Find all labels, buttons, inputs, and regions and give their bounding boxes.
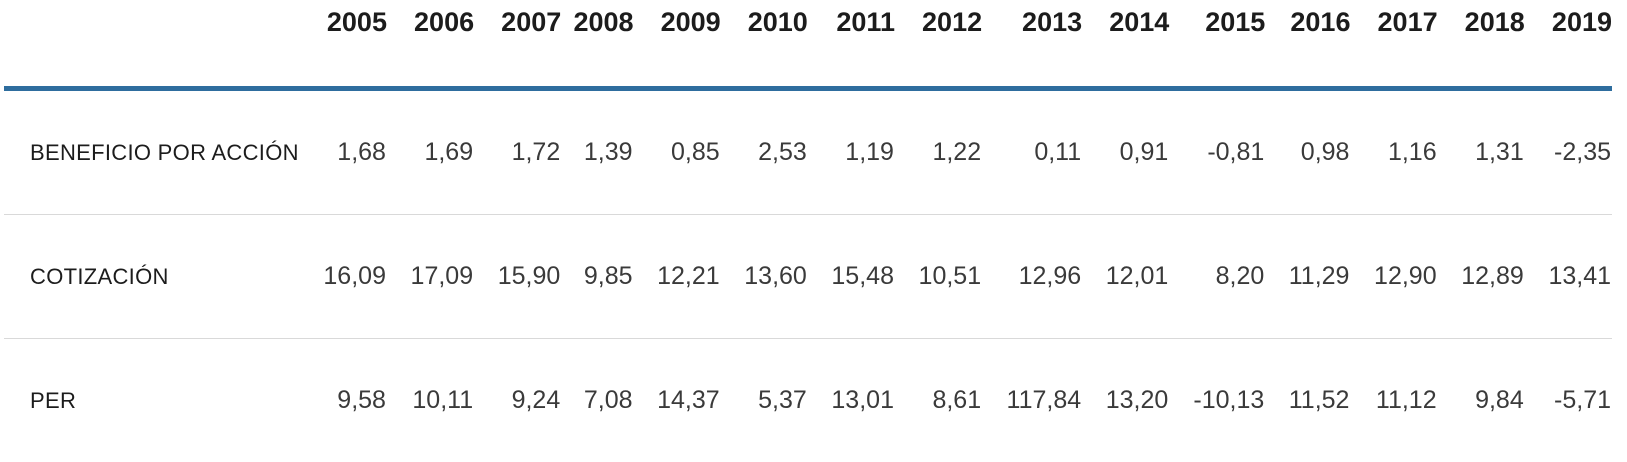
row-label: BENEFICIO POR ACCIÓN	[4, 88, 300, 215]
value-cell: 8,61	[894, 338, 983, 462]
value-cell: 9,58	[299, 338, 387, 462]
value-cell: 16,09	[299, 214, 387, 339]
year-header-row: 2005 2006 2007 2008 2009 2010 2011 2012 …	[4, 0, 1612, 91]
table-row-per: PER 9,58 10,11 9,24 7,08 14,37 5,37 13,0…	[4, 338, 1612, 462]
value-cell: 0,11	[982, 88, 1083, 215]
value-cell: 5,37	[720, 338, 808, 462]
value-cell: 8,20	[1169, 214, 1266, 339]
value-cell: 11,12	[1350, 338, 1438, 462]
value-cell: 12,89	[1437, 214, 1525, 339]
year-header-2009: 2009	[633, 0, 721, 91]
value-cell: -5,71	[1524, 338, 1612, 462]
value-cell: 10,51	[894, 214, 983, 339]
financial-metrics-table: 2005 2006 2007 2008 2009 2010 2011 2012 …	[4, 0, 1612, 462]
year-header-2018: 2018	[1437, 0, 1525, 91]
year-header-2010: 2010	[720, 0, 808, 91]
value-cell: 2,53	[720, 88, 808, 215]
value-cell: 1,31	[1437, 88, 1525, 215]
year-header-2007: 2007	[474, 0, 562, 91]
table-row-cotizacion: COTIZACIÓN 16,09 17,09 15,90 9,85 12,21 …	[4, 214, 1612, 339]
row-label: COTIZACIÓN	[4, 214, 300, 339]
value-cell: 15,90	[474, 214, 562, 339]
value-cell: 9,85	[561, 214, 634, 339]
year-header-2017: 2017	[1350, 0, 1438, 91]
value-cell: 0,91	[1082, 88, 1170, 215]
year-header-2005: 2005	[299, 0, 387, 91]
value-cell: 1,22	[894, 88, 983, 215]
table-body: BENEFICIO POR ACCIÓN 1,68 1,69 1,72 1,39…	[4, 88, 1612, 462]
value-cell: 14,37	[633, 338, 721, 462]
value-cell: 10,11	[386, 338, 475, 462]
year-header-2016: 2016	[1265, 0, 1351, 91]
year-header-2013: 2013	[982, 0, 1083, 91]
year-header-2011: 2011	[807, 0, 895, 91]
year-header-2019: 2019	[1524, 0, 1612, 91]
value-cell: 12,96	[982, 214, 1083, 339]
value-cell: 12,90	[1350, 214, 1438, 339]
value-cell: 1,68	[299, 88, 387, 215]
value-cell: 1,39	[561, 88, 634, 215]
year-header-2012: 2012	[894, 0, 983, 91]
row-label: PER	[4, 338, 300, 462]
value-cell: 12,21	[633, 214, 721, 339]
value-cell: 9,84	[1437, 338, 1525, 462]
year-header-2014: 2014	[1082, 0, 1170, 91]
value-cell: 0,98	[1265, 88, 1351, 215]
value-cell: 13,01	[807, 338, 895, 462]
value-cell: 1,19	[807, 88, 895, 215]
table-row-beneficio-por-accion: BENEFICIO POR ACCIÓN 1,68 1,69 1,72 1,39…	[4, 88, 1612, 215]
value-cell: 117,84	[982, 338, 1083, 462]
year-header-2008: 2008	[561, 0, 634, 91]
value-cell: 13,20	[1082, 338, 1170, 462]
value-cell: 13,60	[720, 214, 808, 339]
value-cell: 11,29	[1265, 214, 1351, 339]
table-header: 2005 2006 2007 2008 2009 2010 2011 2012 …	[4, 0, 1612, 91]
corner-cell	[4, 0, 300, 91]
year-header-2006: 2006	[386, 0, 475, 91]
value-cell: -0,81	[1169, 88, 1266, 215]
value-cell: 1,69	[386, 88, 475, 215]
value-cell: 13,41	[1524, 214, 1612, 339]
value-cell: 9,24	[474, 338, 562, 462]
value-cell: 11,52	[1265, 338, 1351, 462]
value-cell: -2,35	[1524, 88, 1612, 215]
value-cell: -10,13	[1169, 338, 1266, 462]
value-cell: 7,08	[561, 338, 634, 462]
value-cell: 0,85	[633, 88, 721, 215]
year-header-2015: 2015	[1169, 0, 1266, 91]
value-cell: 1,72	[474, 88, 562, 215]
value-cell: 12,01	[1082, 214, 1170, 339]
value-cell: 15,48	[807, 214, 895, 339]
value-cell: 17,09	[386, 214, 475, 339]
value-cell: 1,16	[1350, 88, 1438, 215]
